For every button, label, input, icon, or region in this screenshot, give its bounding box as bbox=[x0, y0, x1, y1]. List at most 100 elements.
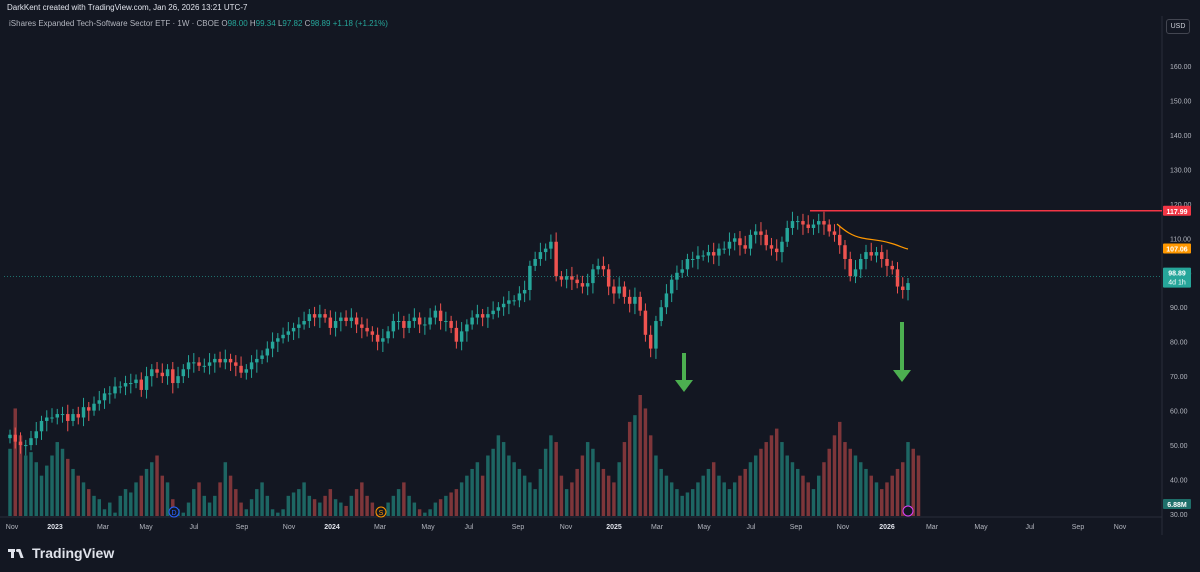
candle bbox=[895, 269, 900, 287]
x-tick-label: Nov bbox=[283, 524, 296, 531]
tradingview-logo-icon bbox=[8, 547, 26, 559]
volume-bar bbox=[869, 475, 873, 516]
volume-bar bbox=[186, 502, 191, 516]
candle bbox=[764, 234, 768, 246]
candle bbox=[528, 265, 532, 290]
volume-bar bbox=[417, 509, 422, 516]
volume-bar bbox=[34, 462, 38, 516]
volume-bar bbox=[155, 455, 159, 516]
x-tick-label: Nov bbox=[837, 524, 850, 531]
candle bbox=[837, 234, 842, 246]
volume-bar bbox=[580, 455, 585, 516]
change-value: +1.18 (+1.21%) bbox=[332, 19, 388, 28]
volume-bar bbox=[234, 489, 238, 516]
candle bbox=[255, 358, 259, 363]
volume-bar bbox=[522, 475, 527, 516]
volume-bar bbox=[648, 435, 653, 516]
volume-bar bbox=[638, 395, 642, 516]
volume-bar bbox=[81, 482, 86, 516]
candle bbox=[286, 331, 291, 335]
candle bbox=[627, 296, 632, 304]
price-label-box bbox=[1163, 267, 1191, 288]
volume-bar bbox=[291, 492, 296, 516]
candle bbox=[423, 324, 427, 326]
event-marker-label: D bbox=[171, 510, 176, 517]
event-marker-label: S bbox=[379, 510, 384, 517]
candle bbox=[538, 252, 543, 259]
volume-bar bbox=[780, 442, 784, 516]
volume-bar bbox=[591, 448, 595, 516]
volume-bar bbox=[480, 475, 485, 516]
volume-bar bbox=[323, 495, 327, 516]
candle bbox=[680, 269, 684, 273]
volume-bar bbox=[8, 448, 12, 516]
price-label: 117.99 bbox=[1166, 209, 1187, 216]
volume-bar bbox=[407, 495, 411, 516]
volume-bar bbox=[880, 489, 884, 516]
high-label: H bbox=[249, 19, 256, 28]
volume-bar bbox=[848, 448, 852, 516]
candle bbox=[543, 248, 548, 253]
candle bbox=[186, 362, 191, 370]
candle bbox=[412, 317, 417, 322]
candle bbox=[8, 434, 12, 439]
volume-bar bbox=[822, 462, 826, 516]
candle bbox=[171, 369, 175, 384]
volume-bar bbox=[696, 482, 700, 516]
symbol-legend: iShares Expanded Tech-Software Sector ET… bbox=[9, 19, 388, 28]
candle bbox=[822, 221, 826, 225]
candle bbox=[218, 358, 222, 363]
candle bbox=[354, 317, 359, 325]
volume-bar bbox=[24, 455, 28, 516]
candle bbox=[428, 317, 432, 325]
volume-bar bbox=[601, 468, 606, 516]
candle bbox=[816, 221, 821, 225]
x-tick-label: Sep bbox=[512, 524, 525, 531]
volume-bar bbox=[55, 442, 59, 516]
volume-bar bbox=[538, 468, 543, 516]
candle bbox=[743, 245, 747, 249]
candle bbox=[480, 314, 485, 318]
x-tick-label: 2025 bbox=[606, 524, 622, 531]
candle bbox=[291, 327, 296, 332]
candle bbox=[50, 417, 54, 419]
candle bbox=[381, 338, 385, 342]
volume-bar bbox=[901, 462, 905, 516]
y-tick-label: 30.00 bbox=[1170, 512, 1188, 519]
volume-bar bbox=[827, 448, 831, 516]
candle bbox=[333, 321, 338, 328]
volume-bar bbox=[501, 442, 506, 516]
volume-bar bbox=[39, 475, 44, 516]
candle bbox=[18, 441, 23, 446]
volume-bar bbox=[454, 489, 459, 516]
candle bbox=[648, 334, 653, 349]
candle bbox=[832, 231, 837, 235]
y-tick-label: 80.00 bbox=[1170, 340, 1188, 347]
volume-bar bbox=[816, 475, 821, 516]
candle bbox=[223, 358, 228, 363]
candle bbox=[87, 407, 91, 411]
x-tick-label: Jul bbox=[190, 524, 199, 531]
volume-bar bbox=[318, 502, 322, 516]
candle bbox=[774, 248, 779, 253]
candle bbox=[596, 265, 600, 270]
volume-bar bbox=[559, 475, 564, 516]
volume-bar bbox=[344, 505, 348, 516]
price-label-box bbox=[1163, 205, 1191, 216]
candle bbox=[249, 362, 254, 370]
volume-bar bbox=[449, 492, 453, 516]
candle bbox=[880, 252, 884, 259]
candle bbox=[465, 324, 469, 332]
candle bbox=[155, 369, 159, 373]
candle bbox=[874, 252, 879, 256]
candle bbox=[29, 438, 33, 446]
candle bbox=[554, 241, 558, 277]
volume-bar bbox=[29, 452, 33, 516]
volume-bar bbox=[444, 495, 448, 516]
candle bbox=[144, 376, 149, 390]
currency-button[interactable]: USD bbox=[1166, 19, 1190, 34]
candle bbox=[722, 248, 726, 250]
candle bbox=[102, 393, 107, 401]
candle bbox=[785, 227, 789, 242]
